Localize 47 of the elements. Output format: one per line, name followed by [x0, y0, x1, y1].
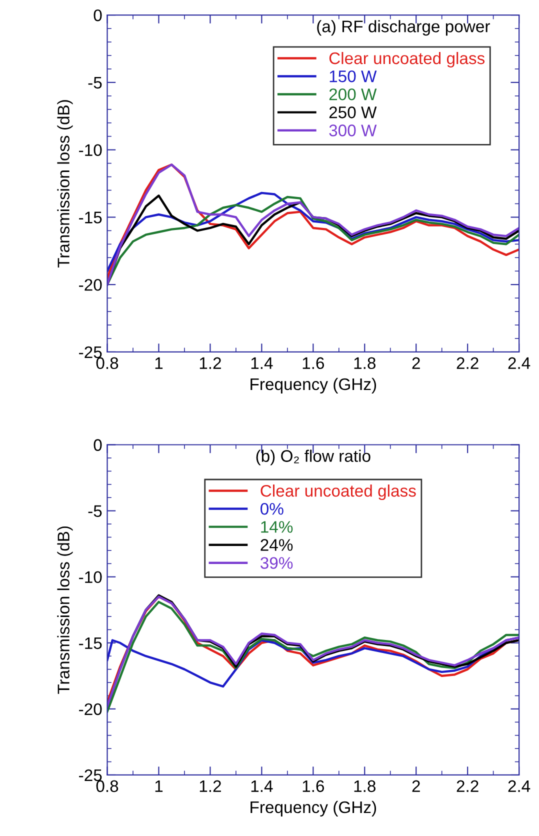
x-tick-label: 2 [412, 780, 420, 792]
x-tick-label: 1.6 [302, 357, 324, 370]
legend-label: Clear uncoated glass [260, 484, 416, 500]
legend-label: 200 W [329, 88, 377, 100]
y-tick-label: -15 [79, 637, 102, 650]
x-tick-label: 2.4 [508, 357, 530, 369]
x-tick-label: 0.8 [96, 357, 118, 370]
x-tick-label: 1 [155, 780, 163, 792]
x-axis-title: Frequency (GHz) [250, 800, 376, 816]
legend-label: 14% [261, 521, 293, 533]
chart-title: (a) RF discharge power [317, 20, 490, 36]
y-tick-label: 0 [94, 9, 102, 22]
x-tick-label: 1.6 [302, 780, 324, 792]
line-series [107, 192, 520, 272]
x-tick-label: 2.4 [508, 780, 530, 792]
y-tick-label: 0 [94, 439, 102, 451]
y-tick-label: -20 [79, 278, 102, 291]
legend-label: 0% [260, 502, 284, 515]
y-tick-label: -25 [79, 769, 102, 782]
x-axis-title: Frequency (GHz) [250, 378, 376, 394]
y-tick-label: -20 [79, 703, 102, 716]
y-tick-label: -10 [79, 571, 102, 584]
x-tick-label: 1.4 [251, 357, 273, 369]
legend-label: 24% [260, 539, 293, 551]
x-tick-label: 1.8 [354, 780, 376, 792]
x-tick-label: 1.2 [200, 780, 221, 792]
legend-label: Clear uncoated glass [329, 52, 485, 68]
x-tick-label: 1 [155, 357, 163, 369]
legend-label: 250 W [329, 106, 377, 118]
y-tick-label: -15 [79, 212, 102, 224]
x-tick-label: 2 [412, 357, 420, 369]
y-axis-title: Transmission loss (dB) [57, 526, 73, 694]
legend-label: 150 W [330, 70, 377, 82]
y-axis-title: Transmission loss (dB) [57, 100, 73, 268]
legend-label: 300 W [329, 124, 377, 136]
y-tick-label: -5 [88, 77, 102, 89]
x-tick-label: 1.8 [354, 357, 376, 370]
y-tick-label: -25 [79, 346, 102, 358]
chart-title: (b) O₂ flow ratio [256, 450, 370, 466]
x-tick-label: 1.2 [200, 357, 221, 369]
x-tick-label: 0.8 [96, 780, 118, 792]
x-tick-label: 1.4 [251, 780, 273, 792]
x-tick-label: 2.2 [456, 780, 478, 792]
x-tick-label: 2.2 [456, 357, 478, 369]
legend-label: 39% [260, 557, 293, 569]
y-tick-label: -10 [79, 144, 102, 156]
y-tick-label: -5 [88, 505, 102, 517]
